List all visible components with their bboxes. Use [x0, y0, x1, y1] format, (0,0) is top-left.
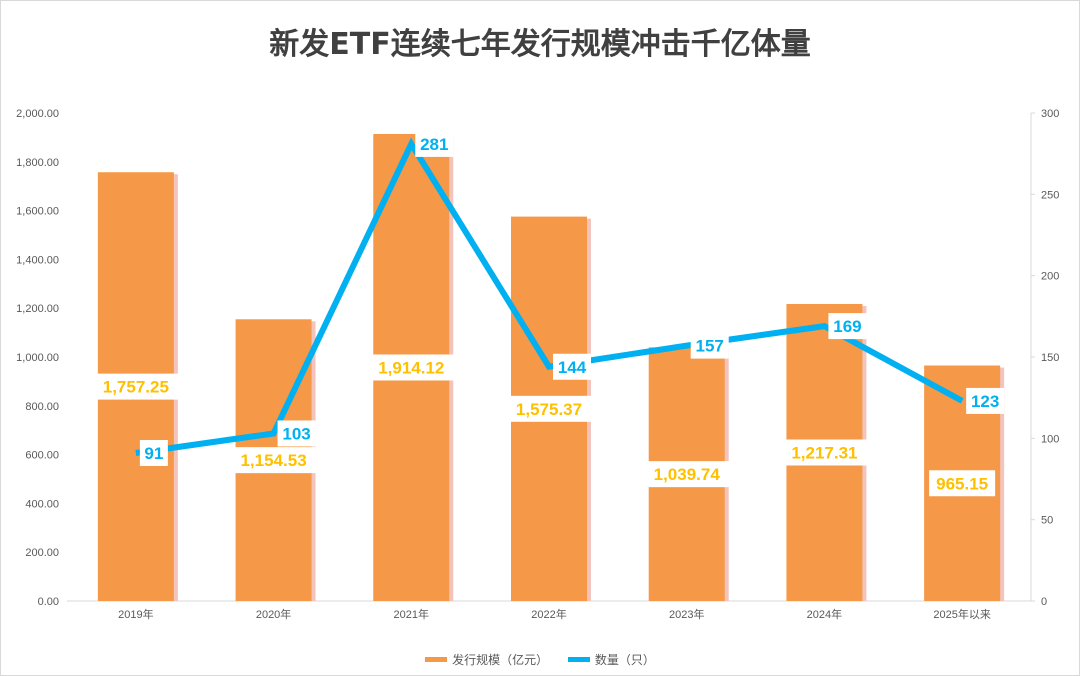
line-value-label: 103 [282, 424, 310, 443]
legend-label-bar: 发行规模（亿元） [452, 653, 549, 667]
x-tick-label: 2020年 [256, 607, 291, 621]
x-tick-label: 2021年 [394, 607, 429, 621]
bar-value-label: 1,757.25 [103, 378, 169, 397]
line-label-bg [828, 313, 867, 340]
left-tick-label: 0.00 [38, 596, 59, 608]
bar-value-label: 1,914.12 [378, 358, 444, 377]
line-label-bg [139, 439, 168, 466]
right-tick-label: 250 [1041, 189, 1059, 201]
bar-value-label: 1,154.53 [240, 451, 306, 470]
left-tick-label: 200.00 [25, 547, 59, 559]
line-label-bg [415, 130, 454, 157]
line-label-bg [277, 420, 316, 447]
bar-label-bg [643, 461, 730, 488]
bar-value-label: 1,575.37 [516, 400, 582, 419]
right-tick-label: 200 [1041, 271, 1059, 283]
legend-label-line: 数量（只） [594, 653, 655, 667]
line-value-label: 157 [696, 337, 724, 356]
left-tick-label: 800.00 [25, 401, 59, 413]
x-tick-label: 2025年以来 [933, 607, 990, 621]
line-label-bg [966, 387, 1005, 414]
legend: 发行规模（亿元） 数量（只） [1, 651, 1079, 668]
left-tick-label: 1,600.00 [16, 206, 59, 218]
line-value-label: 123 [971, 392, 999, 411]
legend-item-bar[interactable]: 发行规模（亿元） [425, 651, 548, 668]
chart-title: 新发ETF连续七年发行规模冲击千亿体量 [269, 27, 811, 62]
x-tick-label: 2024年 [807, 607, 842, 621]
right-tick-label: 300 [1041, 108, 1059, 120]
legend-item-line[interactable]: 数量（只） [567, 651, 655, 668]
right-tick-label: 150 [1041, 352, 1059, 364]
left-tick-label: 600.00 [25, 450, 59, 462]
count-line [135, 137, 964, 456]
line-value-label: 144 [558, 358, 587, 377]
bar-label-bg [368, 354, 455, 381]
left-tick-label: 1,800.00 [16, 157, 59, 169]
bar-label-bg [506, 395, 592, 422]
legend-swatch-line [567, 657, 590, 662]
bar-label-bg [92, 373, 179, 400]
right-tick-label: 100 [1041, 433, 1059, 445]
left-tick-label: 400.00 [25, 498, 59, 510]
left-tick-label: 1,000.00 [16, 352, 59, 364]
line-label-bg [553, 353, 591, 380]
left-tick-label: 1,200.00 [16, 303, 59, 315]
left-tick-label: 2,000.00 [16, 108, 59, 120]
left-tick-label: 1,400.00 [16, 254, 59, 266]
line-value-label: 281 [420, 135, 448, 154]
x-tick-label: 2023年 [669, 607, 704, 621]
line-label-bg [690, 332, 729, 359]
right-tick-label: 50 [1041, 515, 1053, 527]
legend-swatch-bar [425, 657, 448, 662]
line-value-label: 91 [144, 444, 163, 463]
line-value-label: 169 [833, 317, 861, 336]
x-tick-label: 2022年 [531, 607, 566, 621]
bar-value-label: 1,039.74 [654, 465, 721, 484]
bar-label-bg [230, 447, 317, 474]
x-tick-label: 2019年 [118, 607, 153, 621]
bar-label-bg [929, 470, 996, 497]
bar-label-bg [781, 439, 868, 466]
right-tick-label: 0 [1041, 596, 1047, 608]
bar-value-label: 965.15 [936, 474, 988, 493]
bar-value-label: 1,217.31 [791, 443, 857, 462]
